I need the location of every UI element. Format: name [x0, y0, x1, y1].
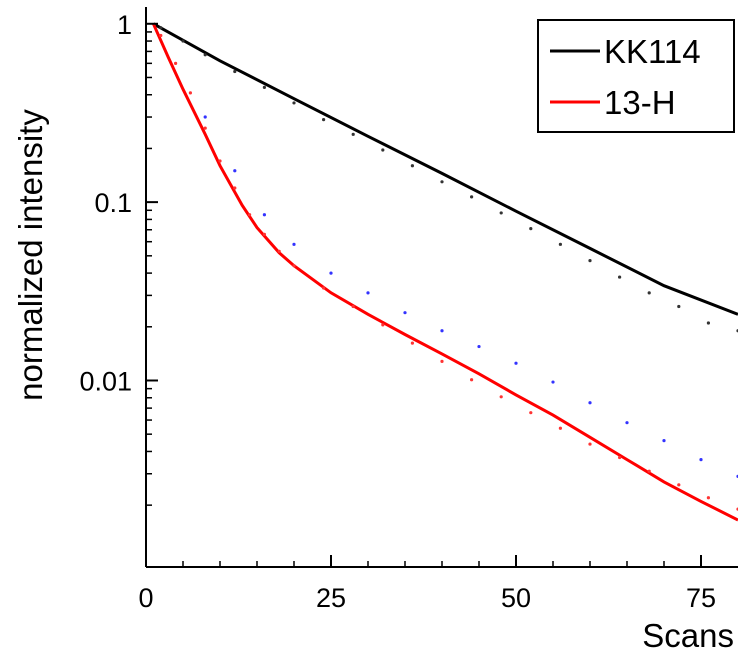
- x-tick-label: 25: [316, 583, 346, 613]
- data-point-kk114-data: [618, 275, 622, 279]
- data-point-13-h-data: [218, 159, 222, 163]
- data-point-13-h-data: [499, 395, 503, 399]
- data-point-13-h-data: [588, 442, 592, 446]
- data-point-kk114-data: [677, 304, 681, 309]
- data-point-13-h-data-blue: [699, 458, 703, 462]
- data-point-13-h-data-blue: [477, 344, 481, 349]
- data-point-13-h-data-blue: [262, 213, 266, 217]
- data-point-kk114-data: [181, 39, 185, 43]
- data-point-13-h-data: [618, 455, 622, 460]
- data-point-kk114-data: [233, 69, 237, 74]
- data-point-13-h-data: [529, 411, 533, 415]
- data-point-13-h-data: [677, 483, 681, 487]
- data-point-kk114-data: [410, 164, 414, 168]
- data-point-kk114-data: [381, 148, 385, 152]
- data-point-13-h-data-blue: [203, 115, 207, 119]
- data-point-kk114-data: [159, 26, 163, 30]
- data-point-kk114-data: [588, 259, 592, 263]
- series-line-13-h: [152, 23, 738, 522]
- y-tick-label: 0.01: [79, 366, 132, 396]
- data-point-kk114-data: [440, 180, 444, 184]
- data-point-13-h-data: [470, 378, 474, 382]
- data-point-13-h-data-blue: [625, 421, 629, 425]
- data-point-13-h-data-blue: [233, 169, 237, 173]
- data-point-13-h-data-blue: [588, 401, 592, 405]
- y-axis-title: normalized intensity: [12, 109, 49, 401]
- data-point-13-h-data: [248, 213, 252, 217]
- data-point-13-h-data-blue: [403, 311, 407, 315]
- data-point-13-h-data: [159, 33, 163, 38]
- data-point-13-h-data-blue: [366, 291, 370, 295]
- data-point-13-h-data: [262, 232, 266, 236]
- data-point-13-h-data: [322, 286, 326, 290]
- data-point-13-h-data: [351, 304, 355, 309]
- data-point-13-h-data: [440, 359, 444, 363]
- legend-box: [537, 19, 735, 133]
- data-point-kk114-data: [558, 242, 563, 246]
- axes-layer: 0 25 50 75 1 0.1 0.01: [79, 7, 738, 613]
- data-point-13-h-data: [292, 264, 296, 268]
- data-point-13-h-data: [277, 249, 281, 253]
- data-point-kk114-data: [292, 101, 296, 105]
- data-point-kk114-data: [499, 211, 503, 215]
- legend-label-kk114: KK114: [604, 33, 701, 70]
- data-point-kk114-data: [470, 195, 474, 199]
- data-point-13-h-data: [410, 341, 414, 345]
- data-point-kk114-data: [351, 132, 355, 136]
- data-point-13-h-data: [647, 469, 651, 473]
- x-tick-label: 0: [138, 583, 153, 613]
- data-point-13-h-data-blue: [662, 439, 666, 443]
- x-axis-title: Scans: [642, 617, 734, 654]
- data-point-kk114-data: [706, 321, 711, 325]
- data-point-kk114-data: [203, 53, 207, 57]
- x-tick-label: 75: [686, 583, 716, 613]
- x-tick-label: 50: [501, 583, 531, 613]
- data-point-13-h-data-blue: [329, 271, 333, 275]
- data-point-13-h-data: [381, 323, 385, 327]
- data-point-13-h-data-blue: [514, 361, 518, 365]
- data-point-kk114-data: [322, 118, 326, 122]
- y-tick-label: 0.1: [94, 188, 132, 218]
- data-point-13-h-data-blue: [440, 329, 444, 333]
- data-point-13-h-data: [558, 426, 563, 430]
- data-point-13-h-data: [233, 186, 237, 190]
- y-tick-label: 1: [117, 10, 132, 40]
- data-point-13-h-data: [203, 126, 207, 130]
- data-point-kk114-data: [647, 291, 651, 295]
- data-point-13-h-data: [174, 61, 178, 65]
- legend-label-13h: 13-H: [604, 84, 676, 121]
- data-point-kk114-data: [262, 85, 266, 89]
- data-layer: [152, 22, 738, 522]
- series-line-kk114: [152, 22, 738, 316]
- legend: KK114 13-H: [537, 19, 735, 133]
- data-point-13-h-data-blue: [292, 242, 296, 246]
- data-point-13-h-data: [706, 496, 711, 500]
- data-point-13-h-data-blue: [551, 380, 555, 384]
- data-point-kk114-data: [529, 227, 533, 231]
- data-point-13-h-data: [188, 91, 192, 95]
